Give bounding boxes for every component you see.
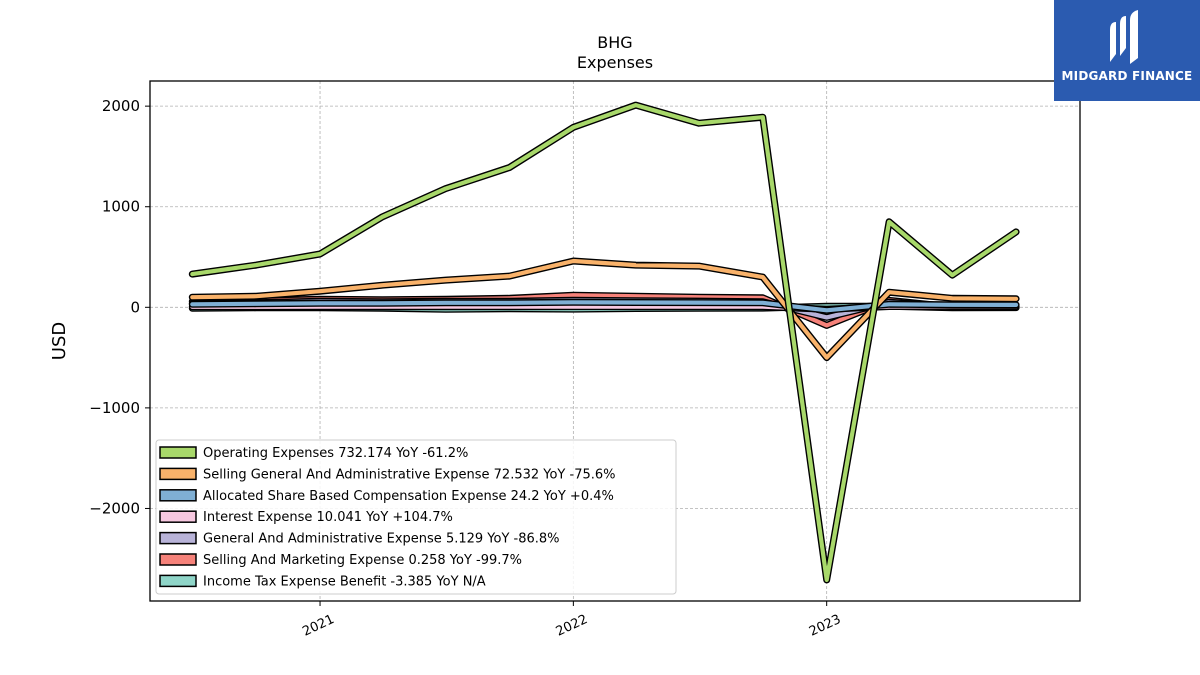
y-tick-label: −1000 (89, 399, 140, 417)
legend-entry: Interest Expense 10.041 YoY +104.7% (203, 510, 453, 525)
logo-mark-icon (1110, 10, 1138, 64)
series-line (190, 102, 1019, 583)
legend-entry: Operating Expenses 732.174 YoY -61.2% (203, 446, 468, 461)
series-lines (188, 101, 1020, 584)
legend-entry: Allocated Share Based Compensation Expen… (203, 489, 614, 504)
y-tick-label: 0 (130, 298, 140, 316)
series-line (190, 258, 1019, 360)
legend-box (155, 439, 677, 595)
chart-title: BHG (597, 33, 632, 52)
y-tick-label: 1000 (102, 198, 140, 216)
logo-text: MIDGARD FINANCE (1061, 69, 1193, 83)
legend-entry: Income Tax Expense Benefit -3.385 YoY N/… (203, 574, 486, 589)
legend-swatch (159, 446, 197, 459)
legend-swatch (159, 553, 197, 566)
legend-swatch (159, 510, 197, 523)
chart-subtitle: Expenses (577, 53, 653, 72)
x-tick-label: 2021 (300, 612, 336, 640)
legend-entry: General And Administrative Expense 5.129… (203, 532, 560, 547)
legend-swatch (159, 574, 197, 588)
legend-swatch (159, 531, 197, 545)
y-tick-label: 2000 (102, 97, 140, 115)
legend-swatch (159, 467, 197, 481)
y-axis-label: USD (49, 322, 70, 360)
y-tick-label: −2000 (89, 499, 140, 517)
legend-swatch (159, 489, 197, 502)
legend-entry: Selling General And Administrative Expen… (203, 467, 616, 482)
x-tick-label: 2022 (554, 612, 590, 640)
plot-frame (149, 80, 1081, 602)
legend: Operating Expenses 732.174 YoY -61.2% Sel… (155, 439, 677, 595)
midgard-finance-logo: MIDGARD FINANCE (1054, 0, 1200, 101)
legend-entry: Selling And Marketing Expense 0.258 YoY … (203, 553, 522, 568)
x-axis: 2021 2022 2023 (300, 601, 843, 640)
y-axis: 2000 1000 0 −1000 −2000 (89, 97, 150, 517)
x-tick-label: 2023 (807, 612, 843, 640)
